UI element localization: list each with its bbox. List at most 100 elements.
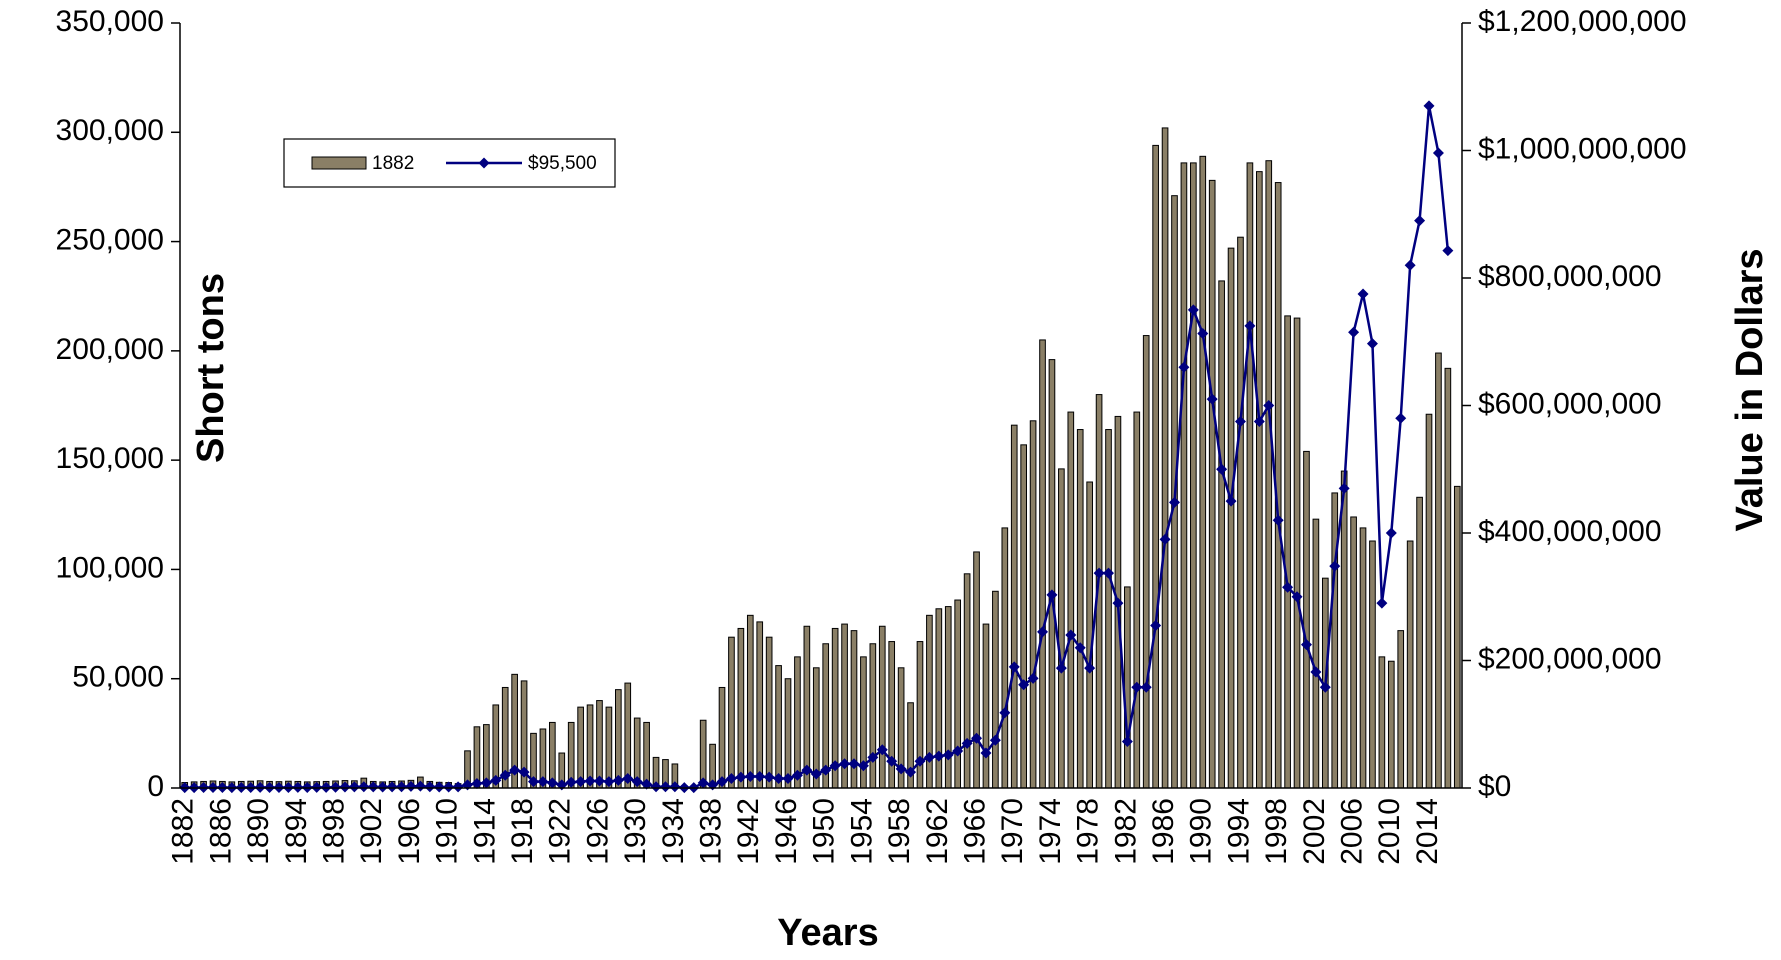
line-marker (396, 781, 408, 793)
line-marker (716, 776, 728, 788)
line-marker (330, 781, 342, 793)
line-marker (820, 764, 832, 776)
bar (615, 689, 622, 789)
bar (1303, 450, 1310, 789)
bar (954, 599, 962, 789)
line-marker (1234, 415, 1246, 427)
line-marker (1037, 626, 1049, 638)
line-marker (537, 776, 549, 788)
bar (944, 606, 952, 789)
line-marker (1253, 415, 1265, 427)
y2-axis-title: Value in Dollars (1729, 249, 1771, 532)
x-tick-label: 1990 (1185, 798, 1218, 865)
x-tick-label: 1902 (355, 798, 388, 865)
line-marker (480, 777, 492, 789)
bar (1218, 280, 1225, 789)
bar (1444, 367, 1452, 789)
x-tick-label: 2006 (1336, 798, 1369, 865)
bar (1293, 317, 1301, 789)
x-tick-label: 1998 (1260, 798, 1293, 865)
y-axis-title: Short tons (190, 273, 232, 463)
line-marker (1310, 666, 1322, 678)
x-tick-label: 1914 (468, 798, 501, 865)
x-tick-label: 1970 (996, 798, 1029, 865)
bar (624, 682, 632, 789)
legend-swatch (311, 156, 367, 170)
line-marker (905, 766, 917, 778)
line-marker (1319, 681, 1331, 693)
bar (643, 721, 650, 789)
bar (794, 656, 801, 789)
bar (1199, 155, 1207, 789)
line-marker (1300, 639, 1312, 651)
line-marker (942, 749, 954, 761)
legend-label: $95,500 (528, 153, 597, 174)
line-marker (867, 751, 879, 763)
line-marker (1376, 597, 1388, 609)
line-marker (641, 778, 653, 790)
line-marker (622, 772, 634, 784)
y2-tick-label: $0 (1478, 770, 1511, 803)
line-marker (1112, 597, 1124, 609)
x-axis-title: Years (777, 912, 878, 954)
x-tick-label: 1934 (657, 798, 690, 865)
line-marker (744, 771, 756, 783)
bar (869, 643, 877, 789)
bar (1190, 162, 1197, 789)
bar (1180, 162, 1188, 789)
bar (1001, 527, 1009, 789)
line-marker (1263, 400, 1275, 411)
line-marker (1046, 589, 1058, 601)
line-marker (914, 755, 926, 767)
bar (737, 627, 745, 789)
bar (1284, 315, 1291, 789)
line-marker (565, 776, 577, 788)
line-marker (1385, 527, 1397, 539)
line-marker (414, 780, 426, 792)
line-marker (1348, 326, 1360, 338)
bar (1387, 660, 1395, 789)
bar (1406, 540, 1414, 789)
x-tick-label: 1994 (1222, 798, 1255, 865)
bar (1076, 429, 1084, 789)
x-tick-label: 1898 (317, 798, 350, 865)
line-marker (1103, 567, 1115, 579)
line-marker (725, 772, 737, 784)
bar (1369, 540, 1376, 789)
line-marker (339, 781, 351, 793)
line-marker (876, 744, 888, 756)
line-marker (1272, 514, 1284, 526)
line-marker (999, 707, 1011, 719)
line-marker (952, 745, 964, 757)
x-tick-label: 1910 (431, 798, 464, 865)
line-marker (1244, 320, 1256, 332)
line-marker (1329, 560, 1341, 572)
line-marker (424, 781, 436, 793)
bar (1397, 630, 1405, 789)
line-marker (405, 780, 417, 792)
bar (1105, 429, 1112, 789)
x-tick-label: 1946 (770, 798, 803, 865)
y2-tick-label: $1,200,000,000 (1478, 5, 1687, 38)
line-marker (933, 750, 945, 762)
bar (982, 623, 990, 789)
bar (1161, 127, 1169, 789)
y-tick-label: 300,000 (56, 114, 164, 147)
line-marker (386, 781, 398, 793)
line-marker (1008, 661, 1020, 673)
bar (878, 625, 886, 789)
line-marker (518, 766, 530, 778)
line-marker (1442, 245, 1454, 257)
line-marker (839, 758, 851, 770)
line-marker (1206, 393, 1218, 405)
line-marker (1093, 567, 1105, 579)
bar (605, 706, 613, 789)
x-tick-label: 1922 (544, 798, 577, 865)
line-marker (358, 781, 370, 793)
bar (1039, 339, 1046, 789)
line-marker (1168, 496, 1180, 508)
line-marker (1366, 338, 1378, 350)
line-marker (1140, 681, 1152, 693)
line-marker (886, 755, 898, 767)
